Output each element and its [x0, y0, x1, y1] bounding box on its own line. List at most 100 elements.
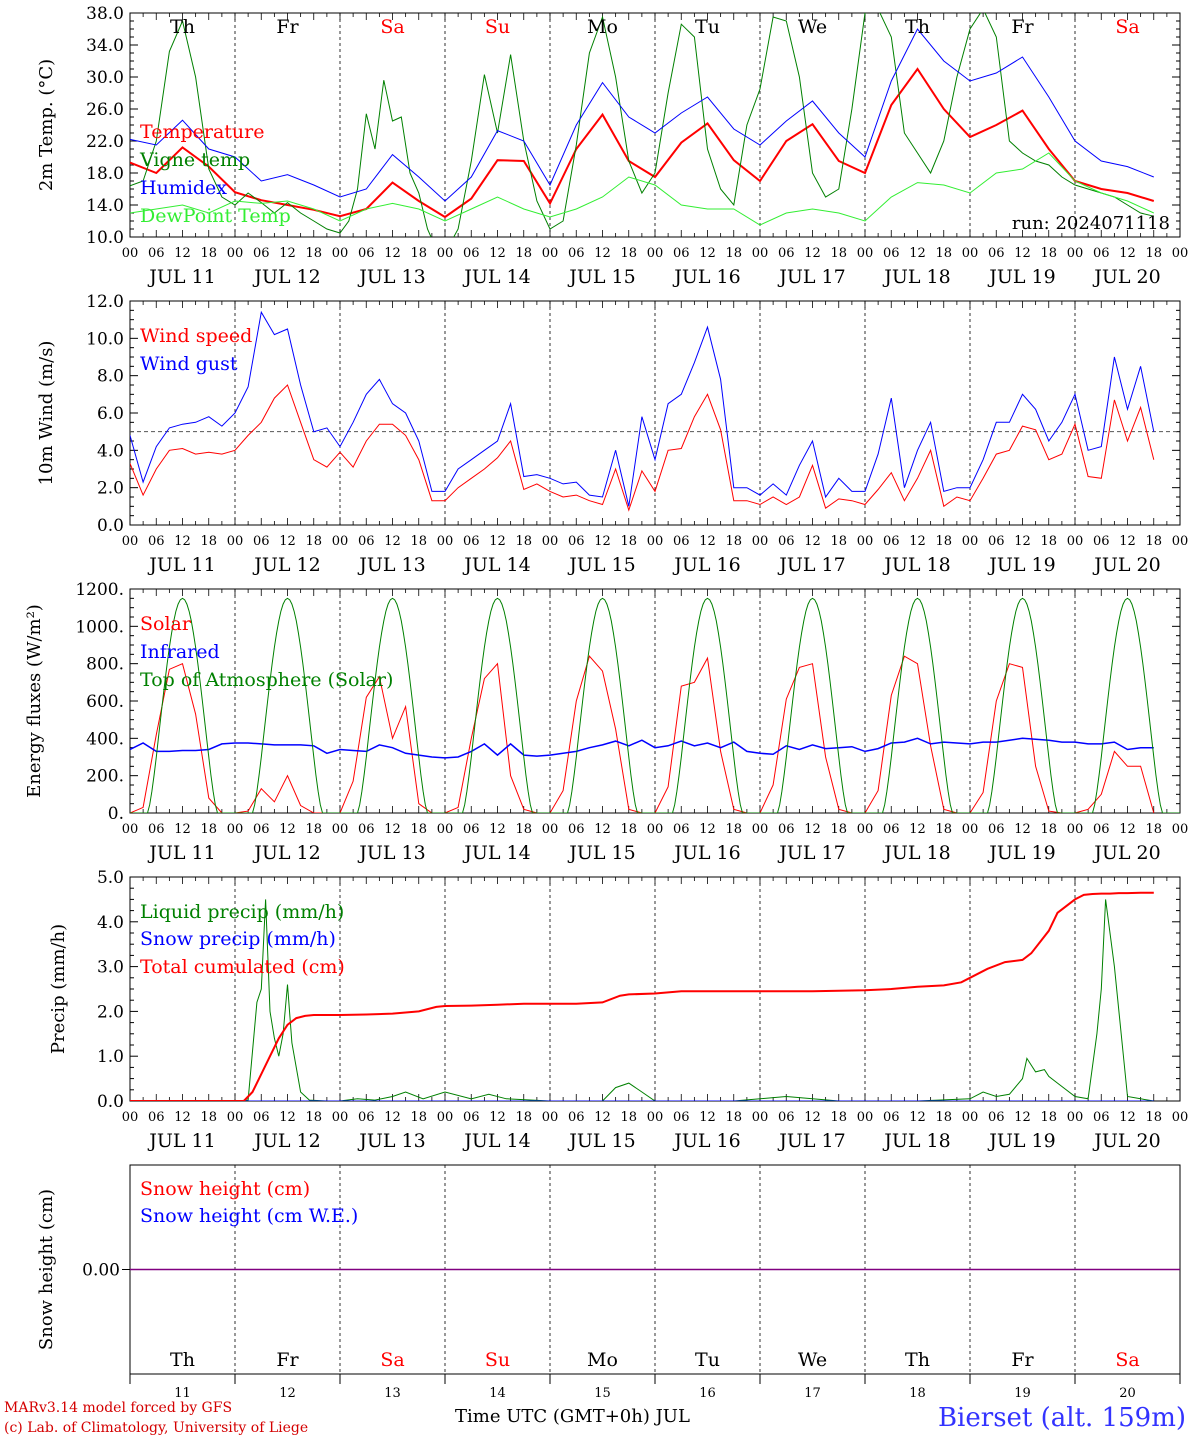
legend-entry: Total cumulated (cm) — [140, 956, 345, 978]
hour-tick-label: 06 — [358, 822, 375, 837]
date-label: JUL 19 — [987, 266, 1055, 288]
legend-entry: Snow precip (mm/h) — [140, 928, 336, 950]
hour-tick-label: 00 — [752, 822, 769, 837]
hour-tick-label: 00 — [1067, 1110, 1084, 1125]
series-line-3 — [130, 597, 1180, 813]
weekday-label: Sa — [1115, 1349, 1139, 1371]
hour-tick-label: 12 — [804, 534, 821, 549]
y-tick-label: 22.0 — [86, 132, 124, 152]
date-label: JUL 14 — [462, 554, 530, 576]
hour-tick-label: 06 — [673, 534, 690, 549]
hour-tick-label: 18 — [935, 534, 952, 549]
hour-tick-label: 18 — [830, 1110, 847, 1125]
y-tick-label: 600. — [86, 692, 124, 712]
date-label: JUL 18 — [882, 554, 950, 576]
hour-tick-label: 00 — [227, 534, 244, 549]
hour-tick-label: 00 — [437, 534, 454, 549]
legend-entry: Solar — [140, 613, 192, 635]
y-tick-label: 2.0 — [97, 1002, 124, 1022]
hour-tick-label: 12 — [1119, 246, 1136, 261]
hour-tick-label: 06 — [568, 246, 585, 261]
hour-tick-label: 12 — [1119, 534, 1136, 549]
legend-entry: Liquid precip (mm/h) — [140, 901, 344, 923]
hour-tick-label: 18 — [1145, 822, 1162, 837]
series-line-1 — [130, 67, 1155, 219]
hour-tick-label: 00 — [857, 822, 874, 837]
hour-tick-label: 12 — [384, 246, 401, 261]
hour-tick-label: 18 — [935, 246, 952, 261]
weekday-label: Su — [485, 16, 510, 38]
hour-tick-label: 18 — [1145, 534, 1162, 549]
hour-tick-label: 00 — [227, 1110, 244, 1125]
hour-tick-label: 12 — [594, 822, 611, 837]
legend-entry: Infrared — [140, 641, 220, 663]
hour-tick-label: 12 — [279, 246, 296, 261]
weekday-label: Mo — [587, 16, 618, 38]
weekday-label: Th — [170, 16, 195, 38]
panel-3 — [129, 588, 1181, 814]
hour-tick-label: 06 — [568, 1110, 585, 1125]
hour-tick-label: 00 — [962, 246, 979, 261]
hour-tick-label: 06 — [988, 534, 1005, 549]
weekday-label: Su — [485, 1349, 510, 1371]
hour-tick-label: 06 — [778, 822, 795, 837]
hour-tick-label: 18 — [1145, 246, 1162, 261]
hour-tick-label: 06 — [778, 246, 795, 261]
hour-tick-label: 12 — [174, 534, 191, 549]
hour-tick-label: 00 — [332, 246, 349, 261]
hour-tick-label: 18 — [305, 246, 322, 261]
hour-tick-label: 00 — [647, 534, 664, 549]
hour-tick-label: 12 — [279, 1110, 296, 1125]
hour-tick-label: 06 — [253, 1110, 270, 1125]
panel-frame — [129, 12, 1181, 238]
hour-tick-label: 06 — [358, 534, 375, 549]
series-line-2 — [130, 310, 1155, 507]
y-tick-label: 0.00 — [82, 1261, 120, 1281]
hour-tick-label: 00 — [1172, 1110, 1189, 1125]
hour-tick-label: 06 — [463, 534, 480, 549]
hour-tick-label: 18 — [725, 822, 742, 837]
date-label: JUL 15 — [567, 1130, 635, 1152]
hour-tick-label: 18 — [620, 246, 637, 261]
hour-tick-label: 00 — [752, 1110, 769, 1125]
hour-tick-label: 18 — [935, 1110, 952, 1125]
panel-1 — [129, 12, 1181, 238]
hour-tick-label: 12 — [174, 246, 191, 261]
x-axis-title: Time UTC (GMT+0h) JUL — [455, 1406, 690, 1427]
hour-tick-label: 18 — [200, 534, 217, 549]
date-label: JUL 18 — [882, 842, 950, 864]
panel-2 — [129, 300, 1181, 526]
date-label: JUL 13 — [357, 554, 425, 576]
legend-entry: Vigne temp — [139, 149, 250, 171]
hour-tick-label: 12 — [1119, 822, 1136, 837]
weekday-label: Mo — [587, 1349, 618, 1371]
hour-tick-label: 12 — [279, 534, 296, 549]
weekday-label: Tu — [695, 1349, 720, 1371]
hour-tick-label: 18 — [410, 1110, 427, 1125]
hour-tick-label: 18 — [830, 534, 847, 549]
day-number: 16 — [699, 1386, 716, 1401]
date-label: JUL 14 — [462, 842, 530, 864]
hour-tick-label: 00 — [332, 534, 349, 549]
hour-tick-label: 00 — [962, 822, 979, 837]
hour-tick-label: 00 — [1172, 822, 1189, 837]
hour-tick-label: 18 — [1145, 1110, 1162, 1125]
y-tick-label: 1200. — [75, 580, 124, 600]
date-label: JUL 11 — [147, 1130, 215, 1152]
date-label: JUL 13 — [357, 266, 425, 288]
hour-tick-label: 00 — [122, 1110, 139, 1125]
date-label: JUL 14 — [462, 266, 530, 288]
legend-entry: Temperature — [140, 121, 264, 143]
y-axis-label: 2m Temp. (°C) — [36, 59, 57, 191]
hour-tick-label: 18 — [200, 822, 217, 837]
date-label: JUL 17 — [777, 1130, 845, 1152]
y-axis-label: 10m Wind (m/s) — [36, 341, 57, 486]
hour-tick-label: 18 — [410, 534, 427, 549]
y-tick-label: 5.0 — [97, 868, 124, 888]
day-number: 19 — [1014, 1386, 1031, 1401]
date-label: JUL 16 — [672, 266, 740, 288]
hour-tick-label: 06 — [778, 534, 795, 549]
hour-tick-label: 06 — [673, 822, 690, 837]
date-label: JUL 16 — [672, 1130, 740, 1152]
hour-tick-label: 00 — [542, 1110, 559, 1125]
